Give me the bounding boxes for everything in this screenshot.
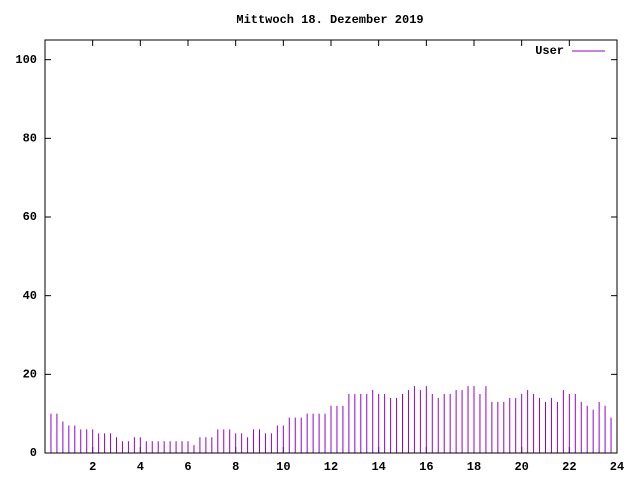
x-tick-label: 12 [324, 460, 338, 474]
x-tick-label: 20 [514, 460, 528, 474]
y-tick-label: 80 [23, 132, 37, 146]
chart-title: Mittwoch 18. Dezember 2019 [236, 13, 423, 27]
x-tick-label: 6 [184, 460, 191, 474]
y-tick-label: 40 [23, 289, 37, 303]
y-tick-label: 20 [23, 368, 37, 382]
plot-frame [44, 39, 618, 454]
y-tick-label: 100 [15, 53, 37, 67]
y-tick-label: 0 [30, 446, 37, 460]
x-tick-label: 10 [276, 460, 290, 474]
x-tick-label: 8 [232, 460, 239, 474]
x-tick-label: 16 [419, 460, 433, 474]
legend-label: User [535, 44, 564, 58]
x-tick-label: 14 [371, 460, 385, 474]
x-tick-label: 24 [610, 460, 624, 474]
x-tick-label: 18 [467, 460, 481, 474]
y-tick-label: 60 [23, 210, 37, 224]
x-tick-label: 2 [89, 460, 96, 474]
x-tick-label: 22 [562, 460, 576, 474]
x-tick-label: 4 [137, 460, 144, 474]
